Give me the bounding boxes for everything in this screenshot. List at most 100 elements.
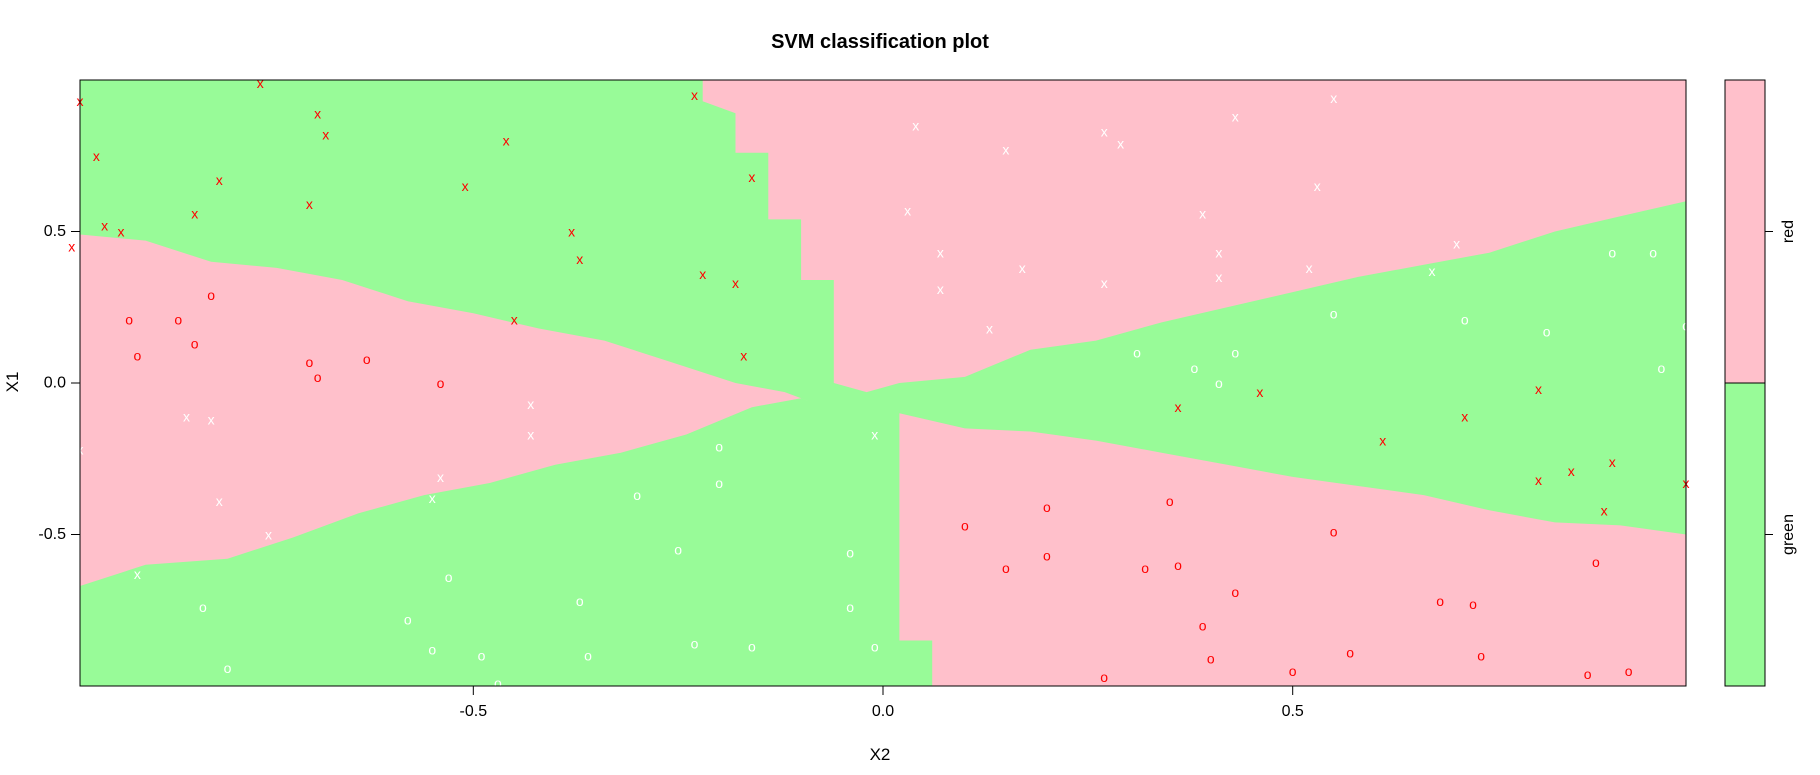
y-tick-label: 0.5 (44, 223, 66, 240)
data-point-x-white: x (1232, 108, 1239, 124)
data-point-o-red: o (1469, 596, 1477, 612)
data-point-o-white: o (1231, 345, 1239, 361)
data-point-x-white: x (1117, 136, 1124, 152)
data-point-x-white: x (1101, 124, 1108, 140)
data-point-x-white: x (1019, 260, 1026, 276)
data-point-o-red: o (1231, 584, 1239, 600)
x-tick-label: -0.5 (460, 703, 488, 720)
data-point-x-red: x (568, 224, 575, 240)
data-point-x-red: x (1568, 463, 1575, 479)
data-point-x-white: x (904, 202, 911, 218)
data-point-x-red: x (511, 311, 518, 327)
data-point-x-white: x (1306, 260, 1313, 276)
legend-label-green: green (1780, 514, 1797, 555)
y-axis-label: X1 (3, 372, 22, 393)
data-point-o-white: o (715, 439, 723, 455)
data-point-x-white: x (912, 117, 919, 133)
data-point-x-red: x (748, 169, 755, 185)
data-point-o-white: o (674, 542, 682, 558)
data-point-o-white: o (199, 599, 207, 615)
data-point-x-red: x (691, 87, 698, 103)
data-point-o-white: o (1658, 360, 1666, 376)
data-point-o-white: o (478, 648, 486, 664)
data-point-x-red: x (576, 251, 583, 267)
legend-swatch-green (1724, 382, 1766, 687)
data-point-x-red: x (257, 75, 264, 91)
data-point-x-red: x (314, 105, 321, 121)
data-point-x-white: x (527, 427, 534, 443)
data-point-o-red: o (1346, 645, 1354, 661)
x-tick-label: 0.5 (1282, 703, 1304, 720)
data-point-o-white: o (445, 569, 453, 585)
region-red-1 (702, 80, 1686, 393)
data-point-x-white: x (265, 527, 272, 543)
color-key-legend: red green (1724, 79, 1797, 687)
data-point-x-red: x (699, 266, 706, 282)
data-point-x-red: x (1535, 381, 1542, 397)
data-point-o-red: o (125, 311, 133, 327)
x-axis-label: X2 (870, 745, 891, 764)
data-point-x-red: x (216, 172, 223, 188)
data-point-o-red: o (437, 375, 445, 391)
data-point-x-white: x (1199, 205, 1206, 221)
data-point-o-white: o (1543, 324, 1551, 340)
data-point-x-red: x (462, 178, 469, 194)
data-point-o-red: o (207, 287, 215, 303)
data-point-o-red: o (1289, 663, 1297, 679)
data-point-x-white: x (937, 281, 944, 297)
data-point-o-white: o (846, 545, 854, 561)
data-point-o-white: o (715, 475, 723, 491)
data-point-x-white: x (1330, 90, 1337, 106)
data-point-x-red: x (740, 348, 747, 364)
data-point-x-white: x (1429, 263, 1436, 279)
chart-title: SVM classification plot (771, 31, 989, 53)
data-point-o-white: o (1215, 375, 1223, 391)
data-point-o-white: o (1608, 245, 1616, 261)
data-point-x-red: x (1609, 454, 1616, 470)
data-point-x-white: x (1002, 142, 1009, 158)
data-point-o-red: o (1584, 666, 1592, 682)
data-point-o-red: o (314, 369, 322, 385)
data-point-o-red: o (1043, 548, 1051, 564)
data-point-o-white: o (428, 642, 436, 658)
data-point-o-red: o (191, 336, 199, 352)
data-point-o-white: o (1191, 360, 1199, 376)
data-point-o-white: o (584, 648, 592, 664)
data-point-o-red: o (363, 351, 371, 367)
data-point-x-red: x (101, 217, 108, 233)
data-point-x-white: x (1314, 178, 1321, 194)
data-point-x-red: x (1535, 472, 1542, 488)
data-point-x-white: x (937, 245, 944, 261)
data-point-o-red: o (1436, 593, 1444, 609)
data-point-o-red: o (1199, 617, 1207, 633)
data-point-o-red: o (134, 348, 142, 364)
data-point-x-white: x (986, 321, 993, 337)
data-point-o-red: o (1100, 669, 1108, 685)
data-point-o-white: o (576, 593, 584, 609)
data-point-x-white: x (1215, 269, 1222, 285)
data-point-o-red: o (174, 311, 182, 327)
data-point-x-red: x (322, 127, 329, 143)
region-red-0 (80, 234, 818, 586)
data-point-x-white: x (1101, 275, 1108, 291)
data-point-x-red: x (1601, 502, 1608, 518)
data-point-o-red: o (1166, 493, 1174, 509)
data-point-o-white: o (748, 639, 756, 655)
data-point-o-white: o (404, 611, 412, 627)
data-point-x-white: x (1453, 236, 1460, 252)
legend-swatch-red (1724, 79, 1766, 384)
data-point-x-white: x (1215, 245, 1222, 261)
data-point-o-red: o (1043, 499, 1051, 515)
data-point-o-white: o (1461, 311, 1469, 327)
y-tick-label: -0.5 (38, 526, 66, 543)
data-point-o-white: o (846, 599, 854, 615)
data-point-x-red: x (1256, 384, 1263, 400)
data-point-o-red: o (1592, 554, 1600, 570)
x-tick-label: 0.0 (872, 703, 894, 720)
data-point-o-red: o (1330, 524, 1338, 540)
data-point-x-red: x (1175, 399, 1182, 415)
data-point-o-red: o (1625, 663, 1633, 679)
data-point-o-red: o (961, 517, 969, 533)
legend-label-red: red (1780, 220, 1797, 243)
